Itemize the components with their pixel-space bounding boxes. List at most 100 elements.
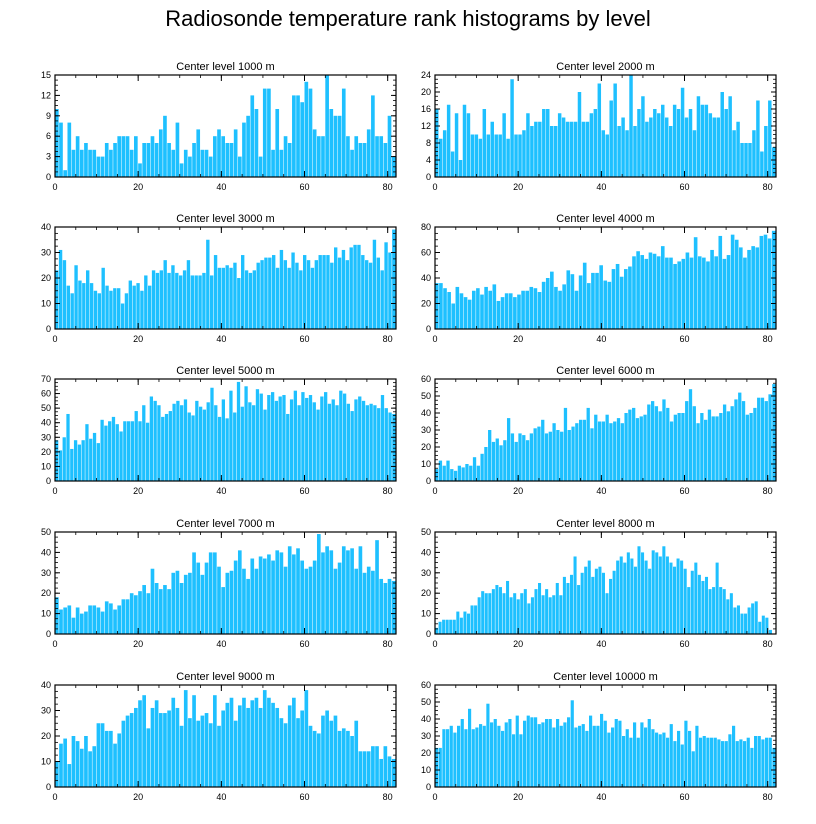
bar (708, 589, 712, 634)
bar (716, 117, 720, 177)
bar (446, 104, 451, 177)
bar (129, 593, 134, 634)
bar (565, 121, 570, 177)
bar (371, 95, 375, 177)
bar (361, 400, 366, 481)
x-tick-label: 20 (133, 334, 143, 344)
bar (263, 409, 267, 481)
bar (655, 732, 659, 787)
bar (262, 690, 267, 787)
y-tick-label: 0 (46, 476, 51, 486)
bar (486, 134, 491, 177)
bar (225, 572, 230, 634)
bar (104, 730, 109, 787)
y-tick-label: 20 (41, 588, 51, 598)
y-tick-label: 40 (421, 547, 431, 557)
bar (685, 252, 690, 329)
bar (633, 566, 637, 634)
panel-4: Center level 4000 m 0 20 40 60 80 0 20 40 60 80 (421, 213, 777, 344)
x-tick-label: 60 (680, 639, 690, 649)
bar (677, 730, 681, 787)
bar (58, 249, 63, 329)
bar (523, 589, 527, 634)
x-tick-label: 40 (596, 334, 606, 344)
panel-5: Center level 5000 m 0 10 20 30 40 50 60 70 0 20 40 6… (41, 365, 397, 496)
y-tick-label: 10 (41, 609, 51, 619)
bar (96, 443, 100, 481)
bar (192, 695, 196, 787)
bar (714, 256, 718, 329)
bar (225, 143, 230, 177)
bar (59, 609, 63, 634)
bar (712, 117, 717, 177)
bar (350, 548, 354, 634)
bar (84, 611, 88, 634)
bar (582, 262, 587, 329)
x-tick-label: 40 (596, 792, 606, 802)
bar (758, 621, 762, 634)
bar (79, 748, 84, 787)
bar (74, 265, 78, 329)
panel-title: Center level 9000 m (176, 671, 274, 683)
bar (680, 560, 684, 634)
bar (587, 283, 591, 329)
bar (611, 727, 615, 787)
bar (530, 597, 534, 634)
bar (768, 394, 772, 481)
bar (225, 265, 229, 329)
bar (324, 392, 328, 481)
bar (570, 700, 574, 787)
bar (573, 556, 577, 634)
bar (154, 583, 159, 634)
bar (275, 550, 280, 634)
bar (478, 138, 483, 177)
bar (182, 270, 187, 329)
bar (316, 534, 321, 634)
bar (601, 130, 605, 177)
bar (321, 715, 325, 787)
bar (252, 405, 256, 481)
bar (371, 746, 375, 787)
bar (438, 621, 442, 634)
bar (724, 109, 728, 177)
bar (77, 444, 82, 481)
bar (516, 599, 520, 634)
bar (350, 411, 354, 481)
bar (75, 607, 80, 634)
y-tick-label: 20 (421, 748, 431, 758)
bar (258, 156, 263, 177)
bar (63, 738, 67, 787)
x-tick-label: 60 (300, 639, 310, 649)
bar (763, 234, 768, 329)
bar (442, 130, 447, 177)
bar (504, 722, 508, 787)
bar (438, 138, 443, 177)
bar (736, 605, 740, 634)
bar (692, 130, 697, 177)
bar (503, 440, 507, 481)
bar (132, 285, 136, 329)
bar (303, 255, 307, 329)
bar (726, 411, 731, 481)
bar (383, 583, 388, 634)
bar (384, 242, 388, 329)
bar (195, 400, 199, 481)
bar (435, 283, 439, 329)
bar (644, 560, 648, 634)
bar (329, 720, 334, 787)
bar (616, 418, 621, 481)
bar (250, 700, 255, 787)
bar (660, 246, 665, 330)
bar (79, 613, 84, 634)
bar (81, 440, 85, 481)
bar (188, 156, 192, 177)
bar (466, 613, 471, 634)
panel-8: Center level 8000 m 0 10 20 30 40 50 0 20 40 60 80 (421, 518, 777, 649)
bar (171, 572, 176, 634)
bar (728, 734, 732, 787)
bar (669, 421, 674, 481)
bar (121, 720, 126, 787)
bar (609, 423, 613, 481)
panel-title: Center level 4000 m (556, 213, 654, 225)
bar (268, 257, 272, 329)
